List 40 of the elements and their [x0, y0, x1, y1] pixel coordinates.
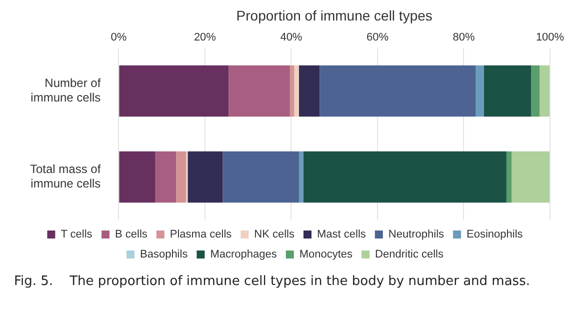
bar	[155, 151, 176, 203]
x-tick-label: 80%	[452, 31, 475, 44]
bar	[476, 65, 484, 117]
legend-label: T cells	[60, 228, 93, 241]
legend-label: Eosinophils	[466, 228, 524, 241]
y-tick-label: Number of immune cells	[30, 76, 102, 105]
bar	[228, 65, 290, 117]
x-tick-label: 40%	[280, 31, 302, 44]
x-tick-label: 20%	[194, 31, 216, 44]
bar	[298, 151, 304, 203]
bar	[188, 151, 223, 203]
legend-label: Plasma cells	[170, 228, 232, 241]
x-axis-title: Proportion of immune cell types	[236, 7, 432, 24]
bar	[303, 151, 506, 203]
legend-label: Monocytes	[299, 248, 354, 261]
bar	[294, 65, 299, 117]
y-tick-label: Total mass of immune cells	[30, 162, 102, 191]
bar	[222, 151, 299, 203]
bar	[119, 65, 229, 117]
legend-label: Mast cells	[316, 228, 366, 241]
bar	[540, 65, 550, 117]
bar	[176, 151, 186, 203]
legend-label: NK cells	[254, 228, 295, 241]
bar	[531, 65, 540, 117]
legend-label: Neutrophils	[388, 228, 445, 241]
x-tick-label: 60%	[366, 31, 389, 44]
bar	[290, 65, 294, 117]
bar	[512, 151, 550, 203]
x-tick-label: 0%	[110, 31, 127, 44]
legend-label: Dendritic cells	[375, 248, 444, 261]
bar	[119, 151, 156, 203]
bar	[484, 65, 532, 117]
legend-label: Macrophages	[210, 248, 278, 261]
legend-label: B cells	[115, 228, 148, 241]
bar	[506, 151, 512, 203]
legend-label: Basophils	[140, 248, 188, 261]
caption: Fig. 5. The proportion of immune cell types in the body by number and mass.	[13, 273, 531, 289]
bar	[320, 65, 476, 117]
x-tick-label: 100%	[536, 31, 564, 44]
bar	[298, 65, 320, 117]
